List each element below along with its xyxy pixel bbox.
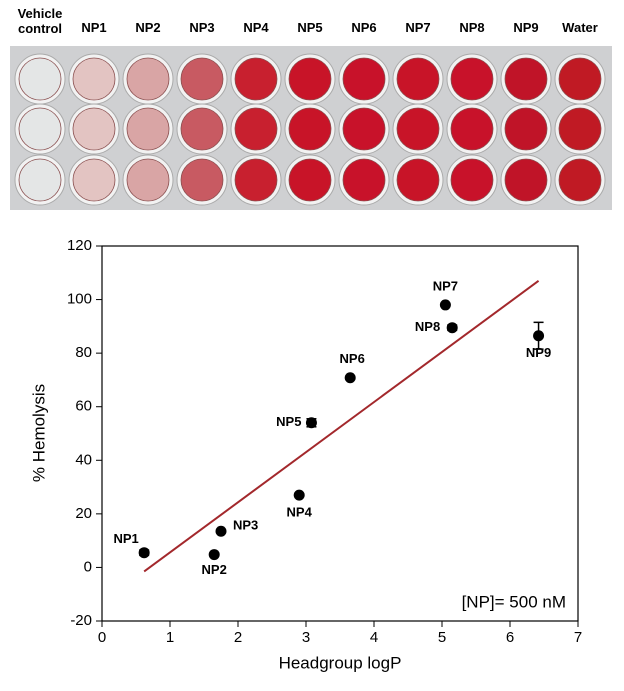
point (344, 372, 356, 384)
well (558, 107, 602, 151)
point-label: NP4 (287, 505, 313, 520)
well (72, 57, 116, 101)
well (180, 158, 224, 202)
point (439, 299, 451, 311)
point (215, 525, 227, 537)
well (180, 107, 224, 151)
well (126, 57, 170, 101)
x-tick-label: 0 (98, 629, 106, 646)
x-tick-label: 3 (302, 629, 310, 646)
well (504, 107, 548, 151)
point (305, 417, 317, 429)
y-tick-label: 40 (75, 451, 92, 468)
column-label: NP8 (459, 20, 485, 35)
well (126, 158, 170, 202)
point (138, 547, 150, 559)
y-tick-label: 20 (75, 505, 92, 522)
x-tick-label: 7 (574, 629, 582, 646)
x-tick-label: 5 (438, 629, 446, 646)
point-label: NP2 (202, 562, 227, 577)
trendline (143, 280, 540, 573)
well (18, 107, 62, 151)
y-axis-label: % Hemolysis (29, 384, 48, 482)
well (18, 158, 62, 202)
x-tick-label: 4 (370, 629, 378, 646)
x-tick-label: 2 (234, 629, 242, 646)
well (288, 57, 332, 101)
y-tick-label: 60 (75, 398, 92, 415)
well (396, 107, 440, 151)
y-tick-label: 120 (67, 237, 92, 254)
y-tick-label: 100 (67, 291, 92, 308)
point-label: NP9 (526, 345, 551, 360)
well (234, 57, 278, 101)
well (234, 107, 278, 151)
plot-frame (101, 245, 579, 622)
well (288, 158, 332, 202)
column-label: NP9 (513, 20, 539, 35)
well (342, 57, 386, 101)
point-label: NP6 (340, 351, 365, 366)
point-label: NP7 (433, 278, 458, 293)
well (18, 57, 62, 101)
column-label: Vehicle control (17, 6, 63, 36)
column-label: NP7 (405, 20, 431, 35)
well (450, 57, 494, 101)
well (342, 107, 386, 151)
well (504, 57, 548, 101)
well (72, 107, 116, 151)
annotation: [NP]= 500 nM (462, 592, 566, 611)
point-label: NP5 (276, 414, 301, 429)
column-label: NP6 (351, 20, 377, 35)
well (396, 57, 440, 101)
point (533, 330, 545, 342)
column-label: NP1 (81, 20, 107, 35)
well (558, 57, 602, 101)
y-tick-label: 0 (84, 558, 92, 575)
well (558, 158, 602, 202)
x-axis-label: Headgroup logP (279, 653, 402, 672)
point (208, 549, 220, 561)
y-tick-label: -20 (70, 612, 92, 629)
well (180, 57, 224, 101)
point (446, 322, 458, 334)
column-label: Water (562, 20, 598, 35)
point-label: NP8 (415, 319, 440, 334)
x-tick-label: 1 (166, 629, 174, 646)
well (72, 158, 116, 202)
column-label: NP4 (243, 20, 269, 35)
point-label: NP1 (114, 531, 139, 546)
well (126, 107, 170, 151)
well (396, 158, 440, 202)
column-label: NP3 (189, 20, 215, 35)
y-tick-label: 80 (75, 344, 92, 361)
well (288, 107, 332, 151)
well (450, 158, 494, 202)
column-label: NP5 (297, 20, 323, 35)
point (293, 489, 305, 501)
well (342, 158, 386, 202)
well (504, 158, 548, 202)
point-label: NP3 (233, 518, 258, 533)
column-label: NP2 (135, 20, 161, 35)
well (234, 158, 278, 202)
well (450, 107, 494, 151)
x-tick-label: 6 (506, 629, 514, 646)
